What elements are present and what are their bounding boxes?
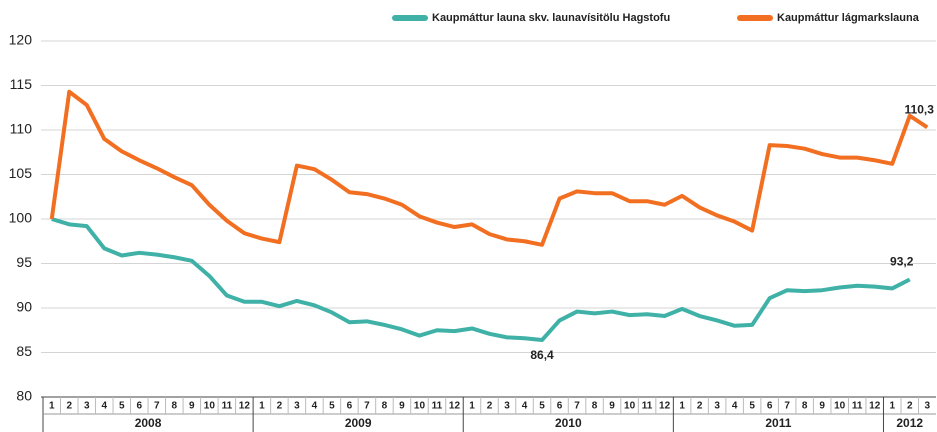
x-group-label: 2011 bbox=[765, 416, 791, 430]
x-tick-label: 6 bbox=[347, 401, 353, 412]
y-tick-label: 95 bbox=[16, 254, 32, 270]
x-tick-label: 1 bbox=[259, 401, 265, 412]
x-tick-label: 3 bbox=[84, 401, 90, 412]
x-tick-label: 3 bbox=[924, 401, 930, 412]
x-tick-label: 1 bbox=[679, 401, 685, 412]
x-tick-label: 7 bbox=[784, 401, 790, 412]
x-tick-label: 7 bbox=[154, 401, 160, 412]
x-tick-label: 9 bbox=[609, 401, 615, 412]
x-tick-label: 6 bbox=[557, 401, 563, 412]
y-tick-label: 120 bbox=[9, 32, 33, 48]
y-tick-label: 110 bbox=[10, 121, 33, 137]
x-tick-label: 12 bbox=[659, 401, 671, 412]
x-tick-label: 1 bbox=[49, 401, 55, 412]
x-tick-label: 7 bbox=[574, 401, 580, 412]
x-tick-label: 3 bbox=[504, 401, 510, 412]
y-tick-label: 80 bbox=[16, 388, 32, 404]
x-tick-label: 5 bbox=[539, 401, 545, 412]
x-tick-label: 4 bbox=[312, 401, 318, 412]
x-tick-label: 10 bbox=[624, 401, 636, 412]
x-tick-label: 9 bbox=[399, 401, 405, 412]
legend-label: Kaupmáttur lágmarkslauna bbox=[777, 12, 920, 24]
x-group-label: 2008 bbox=[135, 416, 162, 430]
x-tick-label: 11 bbox=[222, 401, 233, 412]
x-tick-label: 4 bbox=[732, 401, 738, 412]
x-tick-label: 10 bbox=[414, 401, 426, 412]
x-tick-label: 12 bbox=[449, 401, 461, 412]
x-tick-label: 2 bbox=[277, 401, 283, 412]
x-tick-label: 2 bbox=[907, 401, 913, 412]
x-tick-label: 9 bbox=[189, 401, 195, 412]
value-label: 93,2 bbox=[890, 255, 914, 269]
y-tick-label: 85 bbox=[16, 343, 32, 359]
x-tick-label: 10 bbox=[204, 401, 216, 412]
y-tick-label: 115 bbox=[10, 76, 33, 92]
x-tick-label: 11 bbox=[642, 401, 653, 412]
x-tick-label: 1 bbox=[469, 401, 475, 412]
x-tick-label: 2 bbox=[487, 401, 493, 412]
x-tick-label: 12 bbox=[239, 401, 251, 412]
x-tick-label: 3 bbox=[294, 401, 300, 412]
x-tick-label: 11 bbox=[852, 401, 863, 412]
x-tick-label: 5 bbox=[329, 401, 335, 412]
y-tick-label: 100 bbox=[9, 210, 33, 226]
x-tick-label: 3 bbox=[714, 401, 720, 412]
x-tick-label: 2 bbox=[697, 401, 703, 412]
x-tick-label: 8 bbox=[592, 401, 598, 412]
x-tick-label: 12 bbox=[869, 401, 881, 412]
x-group-label: 2010 bbox=[555, 416, 582, 430]
value-label: 110,3 bbox=[905, 103, 935, 117]
x-tick-label: 4 bbox=[102, 401, 108, 412]
x-tick-label: 7 bbox=[364, 401, 370, 412]
y-tick-label: 105 bbox=[9, 165, 33, 181]
x-tick-label: 8 bbox=[382, 401, 388, 412]
x-tick-label: 8 bbox=[802, 401, 808, 412]
x-tick-label: 6 bbox=[137, 401, 143, 412]
x-tick-label: 5 bbox=[749, 401, 755, 412]
x-tick-label: 4 bbox=[522, 401, 528, 412]
x-tick-label: 9 bbox=[819, 401, 825, 412]
series-line bbox=[51, 217, 911, 343]
series-line bbox=[49, 89, 929, 247]
x-tick-label: 8 bbox=[172, 401, 178, 412]
x-group-label: 2009 bbox=[345, 416, 372, 430]
x-tick-label: 1 bbox=[889, 401, 895, 412]
legend-label: Kaupmáttur launa skv. launavísitölu Hags… bbox=[432, 12, 670, 24]
y-tick-label: 90 bbox=[16, 299, 32, 315]
value-label: 86,4 bbox=[530, 348, 554, 362]
x-tick-label: 2 bbox=[66, 401, 72, 412]
x-group-label: 2012 bbox=[896, 416, 923, 430]
x-tick-label: 5 bbox=[119, 401, 125, 412]
x-tick-label: 10 bbox=[834, 401, 846, 412]
x-tick-label: 6 bbox=[767, 401, 773, 412]
x-tick-label: 11 bbox=[432, 401, 443, 412]
